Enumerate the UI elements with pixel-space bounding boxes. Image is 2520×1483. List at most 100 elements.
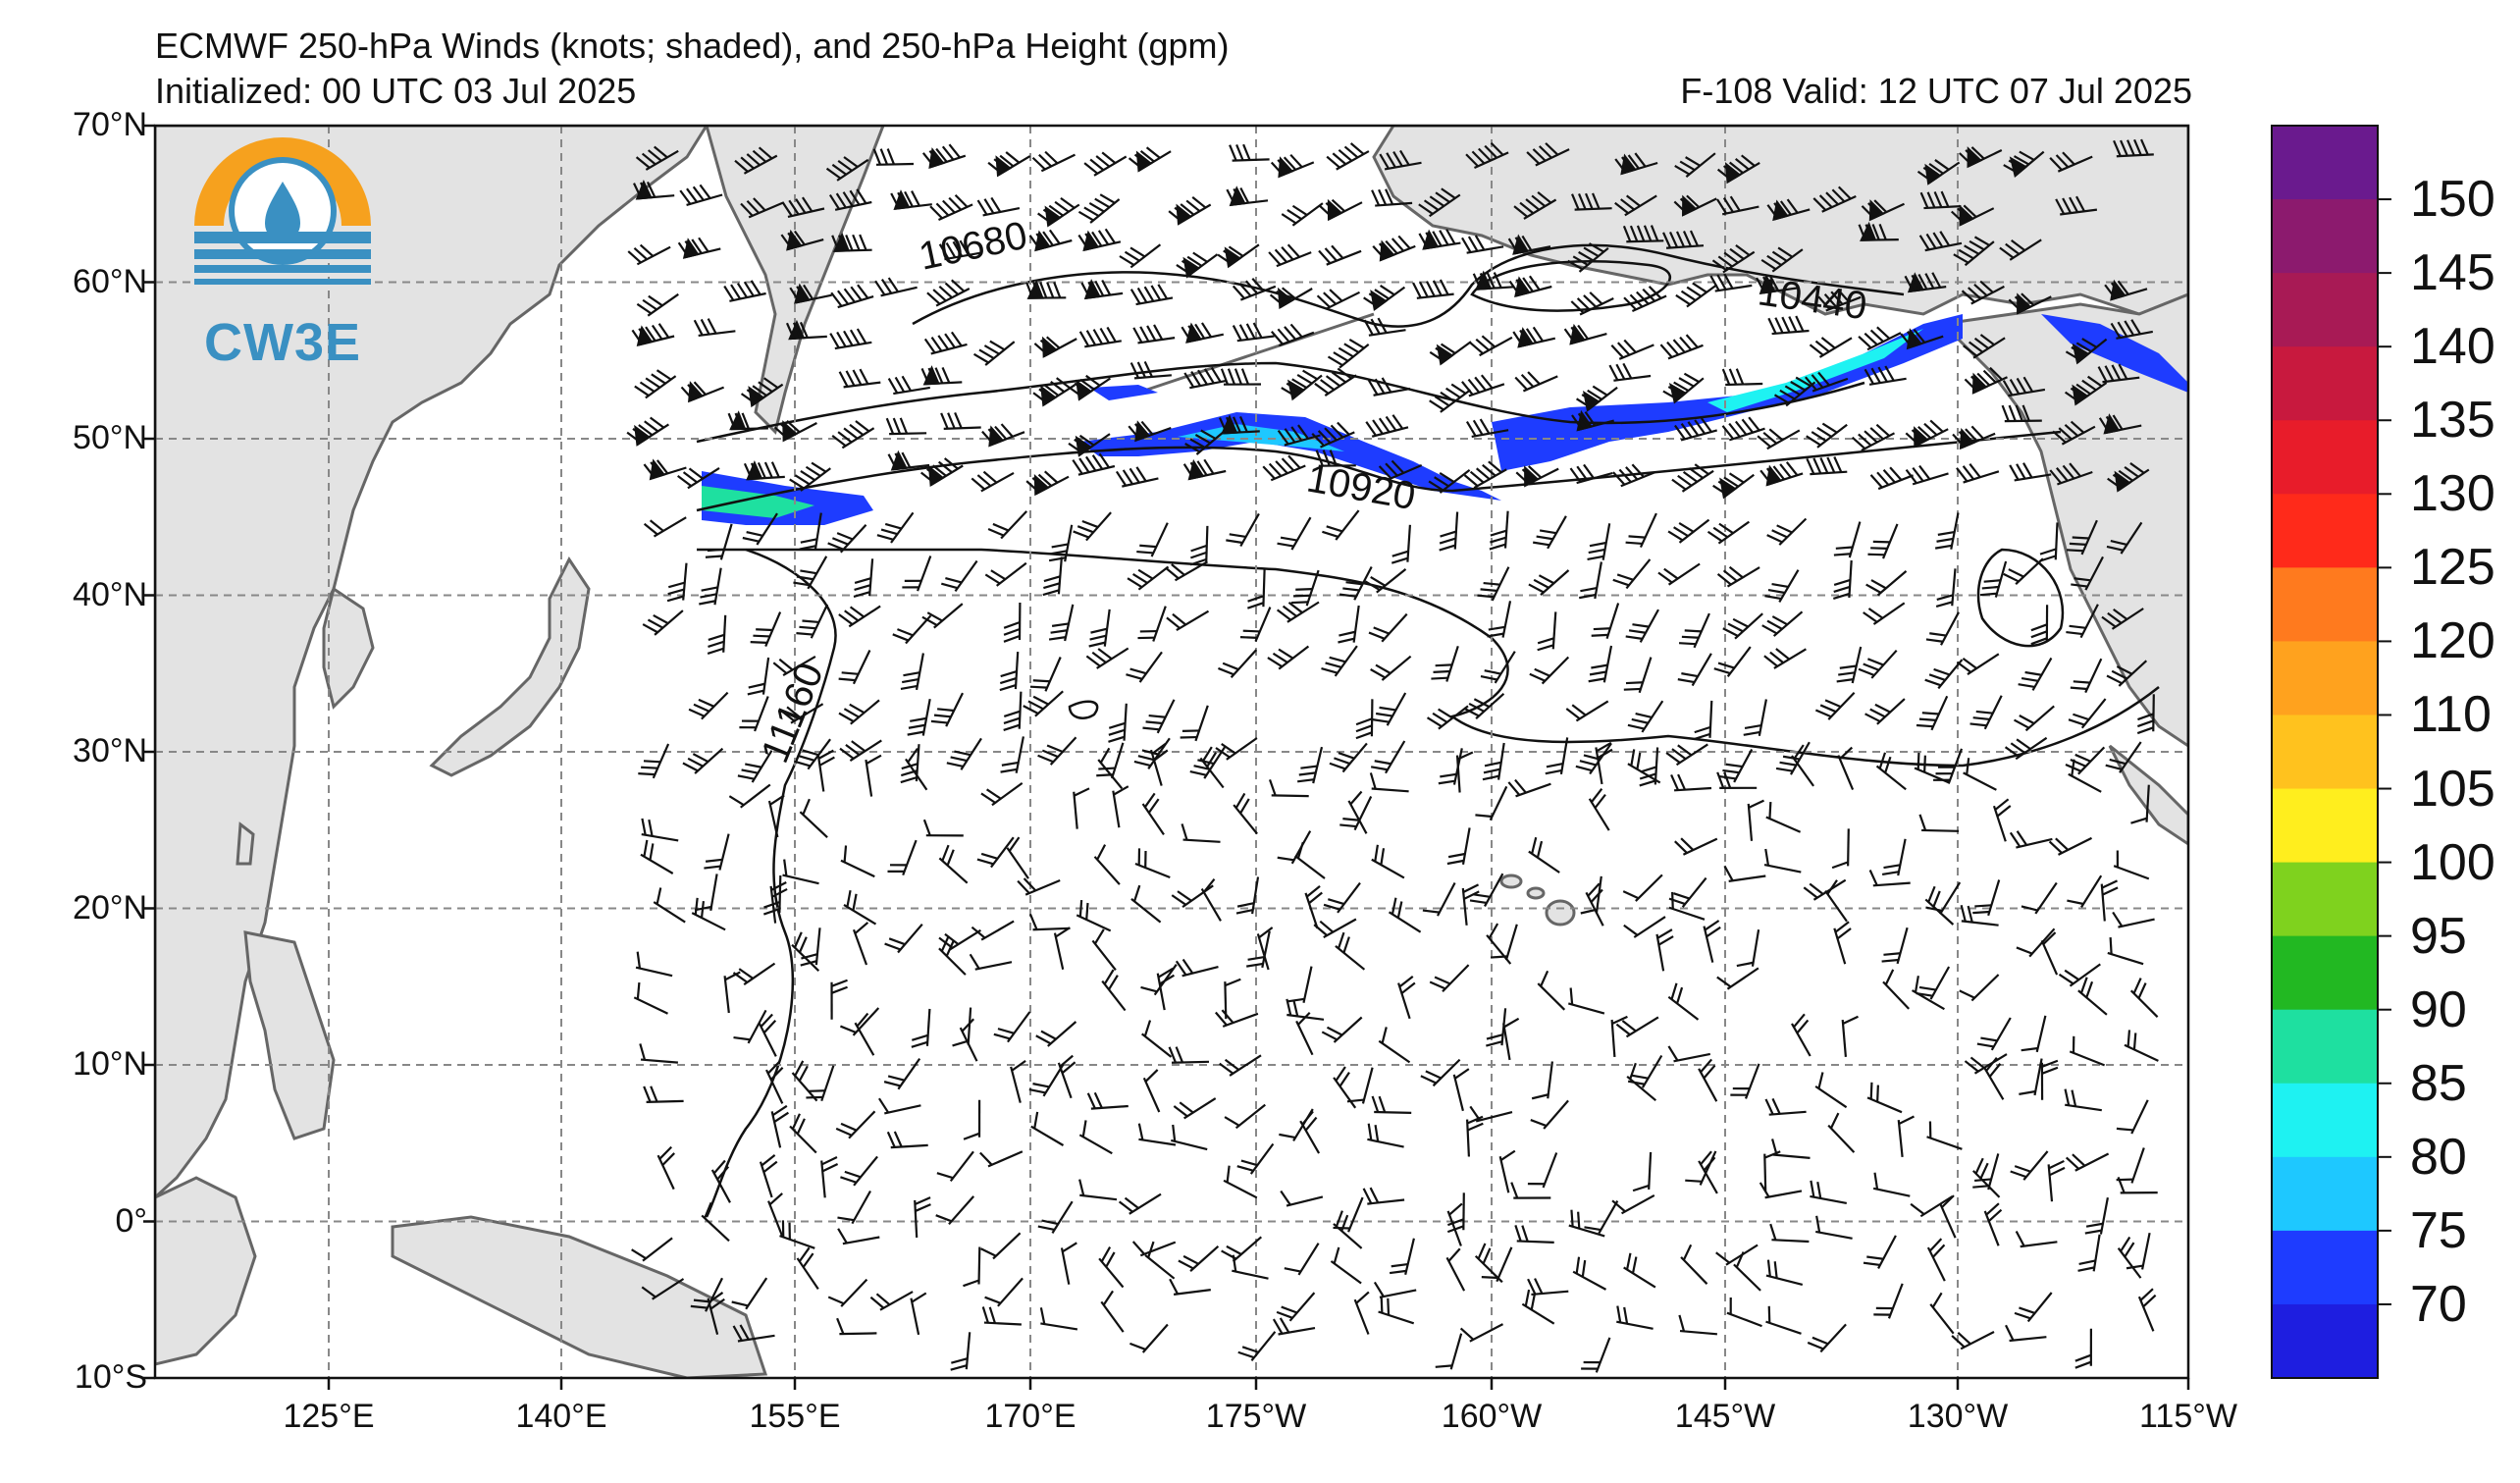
wind-barb [920,457,964,487]
taiwan [236,821,255,866]
wind-barb [2084,1196,2109,1235]
wind-barb [1756,273,1799,295]
logo-text: CW3E [203,313,361,372]
wind-barb [1508,275,1552,298]
wind-barb [1003,691,1023,732]
wind-barb [1037,736,1077,766]
wind-barb [2049,462,2093,486]
wind-barb [876,511,915,544]
colorbar-segment [2272,494,2378,568]
wind-barb [635,145,679,171]
wind-barb [1674,837,1718,856]
wind-barb [1370,740,1406,774]
wind-barb [877,1097,921,1115]
colorbar-label: 150 [2410,171,2495,229]
lat-label: 10°N [73,1045,147,1083]
wind-barb [1311,421,1355,449]
wind-barb [1429,383,1472,413]
wind-barb [1951,1331,1995,1351]
wind-barbs [626,138,2159,1373]
wind-barb [1169,1278,1211,1296]
wind-barb [1236,1142,1275,1175]
wind-barb [2113,138,2154,158]
wind-barb [1297,746,1324,784]
wind-barb [1132,324,1176,344]
wind-barb [1528,569,1570,596]
wind-barb [2101,608,2144,630]
wind-barb [971,470,1015,493]
wind-barb [1625,609,1659,643]
wind-barb [1469,873,1504,907]
wind-barb [773,419,817,443]
wind-barb [1142,1069,1161,1113]
wind-barb [1281,202,1324,227]
contour-10680 [912,243,1905,328]
wind-barb [1128,146,1172,173]
wind-barb [1572,1256,1607,1291]
colorbar-label: 85 [2410,1054,2467,1112]
wind-barb [972,340,1016,366]
wind-barb [791,1060,818,1102]
wind-barb [984,1277,1024,1307]
wind-barb [1678,1314,1717,1336]
colorbar-frame [2271,125,2379,1379]
wind-barb [1215,737,1258,761]
wind-barb [1662,230,1705,249]
wind-barb [922,819,964,837]
jet-streak-west-core [702,486,814,518]
colorbar-label: 120 [2410,612,2495,670]
wind-barb [1100,1290,1125,1333]
wind-barb [1235,876,1260,915]
wind-barb [1144,1241,1176,1280]
wind-barb [1389,1238,1415,1276]
wind-barb [1294,841,1326,879]
wind-barb [1662,372,1705,404]
wind-barb [740,197,784,219]
wind-barb [1916,695,1949,731]
wind-barb [1363,284,1406,311]
wind-barb [1372,235,1416,262]
wind-barb [1897,1115,1915,1158]
wind-barb [1330,1246,1362,1285]
wind-barb [1881,838,1907,876]
wind-barb [1418,229,1461,250]
wind-barb [980,782,1024,807]
wind-barb [1137,1123,1177,1146]
wind-barb [1674,417,1717,442]
wind-barb [2003,150,2045,179]
wind-barb [1999,238,2042,261]
wind-barb [1959,146,2003,169]
wind-barb [1463,692,1505,719]
wind-barb [1373,1281,1417,1298]
wind-barb [921,603,964,629]
colorbar-label: 80 [2410,1128,2467,1186]
wind-barb [635,951,673,978]
wind-barb [1168,196,1212,226]
lon-label: 145°W [1674,1398,1776,1435]
wind-barb [1475,785,1508,821]
wind-barb [946,737,982,770]
wind-barb [1232,322,1275,343]
wind-barb [1833,921,1852,965]
wind-barb [2117,1176,2158,1194]
wind-barb [1176,251,1219,279]
wind-barb [728,783,771,809]
wind-barb [1824,879,1848,923]
wind-barb [1224,978,1241,1020]
wind-barb [1972,879,2001,917]
wind-barb [2008,292,2052,315]
lon-label: 160°W [1441,1398,1543,1435]
wind-barb [785,319,827,341]
wind-barb [1256,927,1274,971]
wind-barb [2010,1150,2049,1181]
wind-barb [762,874,782,916]
wind-barb [2021,1015,2047,1053]
wind-barb [1680,1244,1708,1285]
wind-barb [1694,700,1713,741]
wind-barb [971,920,1015,941]
wind-barb [1926,1121,1963,1150]
wind-barb [2067,874,2103,908]
wind-barb [2047,1159,2066,1202]
wind-barb [1156,967,1175,1011]
wind-barb [1716,771,1758,789]
